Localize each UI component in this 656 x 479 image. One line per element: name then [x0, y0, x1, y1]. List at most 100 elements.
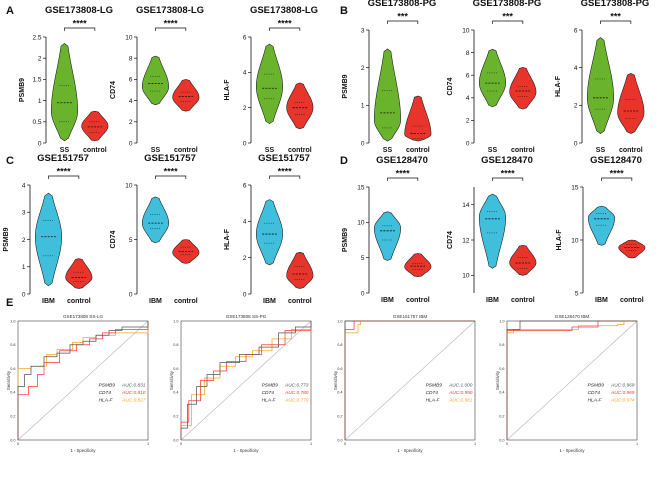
- y-tick-label: 0: [38, 140, 42, 147]
- significance-stars: ****: [164, 167, 179, 177]
- violin-control: [618, 239, 646, 259]
- violin-chart-10: GSE128470 0 5 10 15 PSMB9 IBM control ****: [342, 155, 432, 304]
- y-tick-label: 3: [22, 210, 26, 217]
- significance-stars: ****: [610, 169, 625, 179]
- y-tick-label: 3: [361, 27, 365, 34]
- significance-stars: ***: [502, 12, 513, 22]
- violin-ibm: [255, 199, 283, 266]
- significance-stars: ****: [396, 169, 411, 179]
- panel-letter-a: A: [6, 5, 14, 17]
- roc-y-tick: 0.6: [337, 367, 342, 371]
- y-axis-label: PSMB9: [342, 228, 349, 252]
- x-category-label: SS: [488, 147, 498, 154]
- roc-y-tick: 1.0: [337, 319, 342, 323]
- violin-chart-1: GSE173808-LG 0 0.5 1 1.5 2 2.5 PSMB9 SS control **…: [19, 5, 113, 154]
- legend-gene: PSMB9: [262, 382, 279, 388]
- roc-y-tick: 0.4: [337, 391, 342, 395]
- y-tick-label: 5: [129, 237, 133, 244]
- roc-curve-hla-f: [344, 320, 475, 440]
- legend-gene: CD74: [262, 390, 275, 396]
- y-tick-label: 4: [466, 95, 470, 102]
- y-tick-label: 12: [462, 237, 470, 244]
- x-category-label: control: [174, 147, 198, 154]
- x-category-label: SS: [265, 147, 275, 154]
- y-tick-label: 0: [22, 291, 26, 298]
- violin-control: [404, 253, 432, 278]
- y-tick-label: 10: [462, 273, 470, 280]
- legend-gene: CD74: [588, 390, 601, 396]
- y-tick-label: 4: [243, 219, 247, 226]
- chart-title: GSE173808-PG: [581, 0, 650, 9]
- roc-y-label: Sensitivity: [6, 370, 11, 390]
- roc-y-label: Sensitivity: [333, 370, 338, 390]
- y-tick-label: 0: [129, 291, 133, 298]
- y-tick-label: 4: [129, 98, 133, 105]
- y-tick-label: 6: [466, 73, 470, 80]
- roc-diagonal: [506, 320, 638, 441]
- violin-chart-4: GSE173808-PG 0 1 2 3 PSMB9 SS control ***: [342, 0, 436, 154]
- legend-gene: PSMB9: [426, 382, 443, 388]
- chart-title: GSE151757: [144, 153, 196, 164]
- violin-control: [172, 79, 200, 112]
- y-tick-label: 10: [357, 220, 365, 227]
- y-tick-label: 0: [574, 140, 578, 147]
- y-tick-label: 0: [243, 291, 247, 298]
- y-tick-label: 2: [574, 103, 578, 110]
- roc-y-tick: 0.4: [10, 391, 15, 395]
- legend-auc: AUC:0.780: [284, 390, 309, 396]
- roc-y-tick: 0.0: [337, 438, 342, 442]
- legend-auc: AUC:0.981: [448, 397, 473, 403]
- violin-ss: [478, 48, 506, 108]
- significance-bracket: [48, 175, 80, 179]
- x-category-label: IBM: [381, 297, 394, 304]
- chart-title: GSE173808-LG: [250, 5, 318, 16]
- significance-stars: ****: [73, 19, 88, 29]
- violin-ibm: [34, 192, 62, 287]
- roc-curve-hla-f: [506, 320, 637, 440]
- violin-control: [286, 82, 314, 130]
- roc-y-tick: 1.0: [173, 319, 178, 323]
- roc-x-tick: 1: [636, 442, 638, 446]
- chart-title: GSE151757: [37, 153, 89, 164]
- y-tick-label: 10: [125, 34, 133, 41]
- violin-ss: [255, 43, 283, 124]
- x-category-label: control: [174, 298, 198, 305]
- y-tick-label: 14: [462, 202, 470, 209]
- violin-ibm: [587, 205, 615, 246]
- violin-control: [509, 244, 537, 276]
- y-tick-label: 10: [462, 27, 470, 34]
- violin-ibm: [478, 193, 506, 269]
- chart-title: GSE128470: [481, 155, 533, 166]
- chart-title: GSE173808-PG: [368, 0, 437, 9]
- significance-bracket: [64, 27, 96, 31]
- y-tick-label: 6: [243, 34, 247, 41]
- y-tick-label: 2.5: [32, 34, 41, 41]
- roc-title: GSE151757 IBM: [393, 314, 428, 319]
- roc-x-tick: 1: [147, 442, 149, 446]
- significance-stars: ***: [397, 12, 408, 22]
- y-tick-label: 2: [361, 65, 365, 72]
- y-tick-label: 4: [574, 65, 578, 72]
- violin-control: [81, 110, 109, 142]
- y-axis-label: CD74: [447, 231, 454, 249]
- x-category-label: control: [511, 147, 535, 154]
- roc-curve-psmb9: [344, 320, 475, 440]
- roc-y-tick: 0.0: [10, 438, 15, 442]
- significance-stars: ****: [278, 19, 293, 29]
- y-axis-label: CD74: [110, 81, 117, 99]
- roc-frame: [180, 320, 312, 441]
- y-tick-label: 0.5: [32, 119, 41, 126]
- legend-gene: PSMB9: [99, 382, 116, 388]
- y-tick-label: 6: [574, 27, 578, 34]
- roc-y-tick: 0.8: [10, 343, 15, 347]
- violin-ss: [373, 48, 401, 142]
- legend-gene: HLA-F: [99, 397, 114, 403]
- roc-x-tick: 0: [180, 442, 182, 446]
- violin-ibm: [141, 196, 169, 244]
- y-tick-label: 2: [129, 119, 133, 126]
- legend-gene: HLA-F: [262, 397, 277, 403]
- roc-y-tick: 0.4: [173, 391, 178, 395]
- roc-x-label: 1 - Specificity: [560, 448, 586, 453]
- roc-y-tick: 0.4: [499, 391, 504, 395]
